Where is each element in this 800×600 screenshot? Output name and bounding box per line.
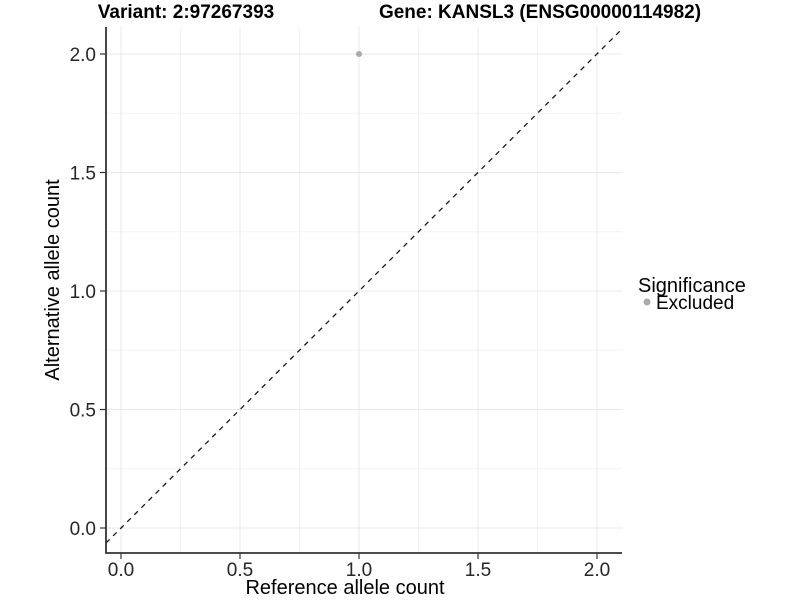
y-axis-title: Alternative allele count	[42, 179, 64, 381]
axis-lines	[105, 27, 622, 554]
x-tick-label-4: 2.0	[584, 560, 610, 581]
plot-title: Variant: 2:97267393 Gene: KANSL3 (ENSG00…	[98, 2, 701, 23]
x-tick-label-3: 1.5	[465, 560, 491, 581]
y-tick-label-0: 0.0	[70, 519, 96, 540]
identity-line	[105, 28, 623, 544]
gridlines-minor	[106, 27, 622, 553]
x-axis-title: Reference allele count	[245, 577, 444, 599]
y-tick-labels: 0.0 0.5 1.0 1.5 2.0	[70, 45, 96, 540]
legend-key-excluded-icon	[643, 298, 651, 306]
y-tick-label-1: 0.5	[70, 401, 96, 422]
legend-label-excluded: Excluded	[656, 293, 734, 314]
x-tick-labels: 0.0 0.5 1.0 1.5 2.0	[108, 560, 610, 581]
data-point-excluded	[356, 51, 362, 57]
legend-title: Significance	[638, 275, 746, 297]
legend: Significance Excluded	[638, 275, 746, 314]
plot-panel	[106, 27, 622, 553]
x-tick-label-2: 1.0	[346, 560, 372, 581]
x-tick-label-1: 0.5	[227, 560, 253, 581]
y-tick-label-4: 2.0	[70, 45, 96, 66]
x-tick-label-0: 0.0	[108, 560, 134, 581]
plot-title-gene: Gene: KANSL3 (ENSG00000114982)	[379, 2, 701, 23]
y-tick-label-3: 1.5	[70, 164, 96, 185]
axis-ticks	[100, 53, 598, 559]
plot-title-variant: Variant: 2:97267393	[98, 2, 274, 23]
y-tick-label-2: 1.0	[70, 282, 96, 303]
gridlines-major	[106, 27, 622, 553]
